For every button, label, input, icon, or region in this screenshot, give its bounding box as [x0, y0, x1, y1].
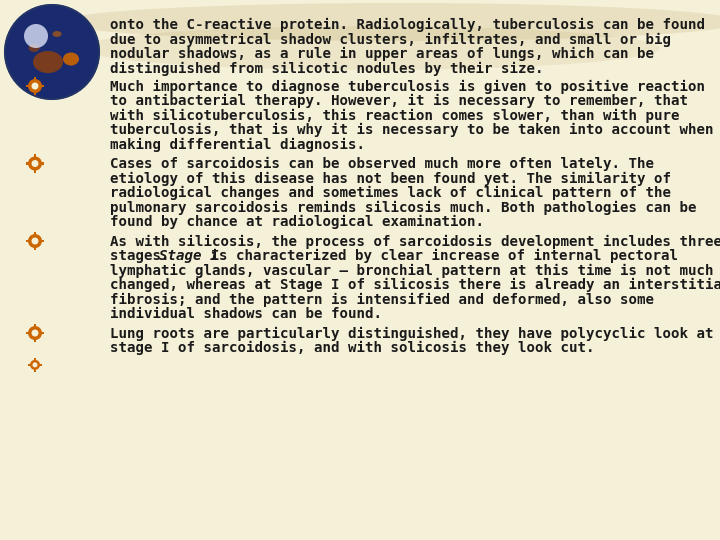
Circle shape [32, 362, 37, 367]
Ellipse shape [53, 31, 61, 37]
Bar [25, 332, 45, 334]
Text: etiology of this disease has not been found yet. The similarity of: etiology of this disease has not been fo… [110, 172, 671, 186]
Bar [34, 232, 36, 251]
Text: stage I of sarcoidosis, and with solicosis they look cut.: stage I of sarcoidosis, and with solicos… [110, 341, 595, 355]
Text: tuberculosis, that is why it is necessary to be taken into account when: tuberculosis, that is why it is necessar… [110, 123, 714, 137]
Text: radiological changes and sometimes lack of clinical pattern of the: radiological changes and sometimes lack … [110, 186, 671, 200]
Bar [25, 240, 45, 242]
Ellipse shape [80, 26, 660, 70]
Bar [34, 77, 36, 96]
Circle shape [28, 79, 42, 93]
Text: due to asymmetrical shadow clusters, infiltrates, and small or big: due to asymmetrical shadow clusters, inf… [110, 32, 671, 46]
Bar [25, 85, 45, 87]
Circle shape [30, 360, 40, 370]
Circle shape [32, 329, 38, 336]
Text: pulmonary sarcoidosis reminds silicosis much. Both pathologies can be: pulmonary sarcoidosis reminds silicosis … [110, 200, 696, 215]
Bar [28, 364, 42, 366]
Text: individual shadows can be found.: individual shadows can be found. [110, 307, 382, 321]
Text: making differential diagnosis.: making differential diagnosis. [110, 138, 365, 152]
Text: is characterized by clear increase of internal pectoral: is characterized by clear increase of in… [202, 249, 678, 263]
Text: with silicotuberculosis, this reaction comes slower, than with pure: with silicotuberculosis, this reaction c… [110, 109, 680, 123]
Bar [34, 154, 36, 173]
Ellipse shape [60, 3, 720, 41]
Circle shape [24, 24, 48, 48]
Text: nodular shadows, as a rule in upper areas of lungs, which can be: nodular shadows, as a rule in upper area… [110, 47, 654, 61]
Text: Much importance to diagnose tuberculosis is given to positive reaction: Much importance to diagnose tuberculosis… [110, 79, 705, 93]
Circle shape [28, 234, 42, 248]
Text: to antibacterial therapy. However, it is necessary to remember, that: to antibacterial therapy. However, it is… [110, 94, 688, 108]
Text: changed, whereas at Stage I of silicosis there is already an interstitial: changed, whereas at Stage I of silicosis… [110, 278, 720, 292]
Circle shape [32, 83, 38, 90]
Circle shape [28, 326, 42, 340]
Ellipse shape [33, 51, 63, 73]
Text: fibrosis; and the pattern is intensified and deformed, also some: fibrosis; and the pattern is intensified… [110, 293, 654, 307]
Text: distinguished from silicotic nodules by their size.: distinguished from silicotic nodules by … [110, 62, 544, 76]
Bar [34, 358, 36, 372]
Text: Cases of sarcoidosis can be observed much more often lately. The: Cases of sarcoidosis can be observed muc… [110, 157, 654, 171]
Circle shape [28, 157, 42, 171]
Ellipse shape [63, 52, 79, 65]
Text: Stage I: Stage I [159, 249, 219, 263]
Text: stages.: stages. [110, 249, 178, 263]
Text: onto the C-reactive protein. Radiologically, tuberculosis can be found: onto the C-reactive protein. Radiologica… [110, 18, 705, 32]
Text: As with silicosis, the process of sarcoidosis development includes three: As with silicosis, the process of sarcoi… [110, 234, 720, 248]
Circle shape [5, 5, 99, 99]
Circle shape [32, 160, 38, 167]
Bar [25, 162, 45, 165]
Text: found by chance at radiological examination.: found by chance at radiological examinat… [110, 215, 484, 229]
Text: Lung roots are particularly distinguished, they have polycyclic look at: Lung roots are particularly distinguishe… [110, 327, 714, 341]
Circle shape [32, 238, 38, 245]
Ellipse shape [29, 44, 40, 52]
Text: lymphatic glands, vascular — bronchial pattern at this time is not much: lymphatic glands, vascular — bronchial p… [110, 264, 714, 278]
Bar [34, 323, 36, 342]
